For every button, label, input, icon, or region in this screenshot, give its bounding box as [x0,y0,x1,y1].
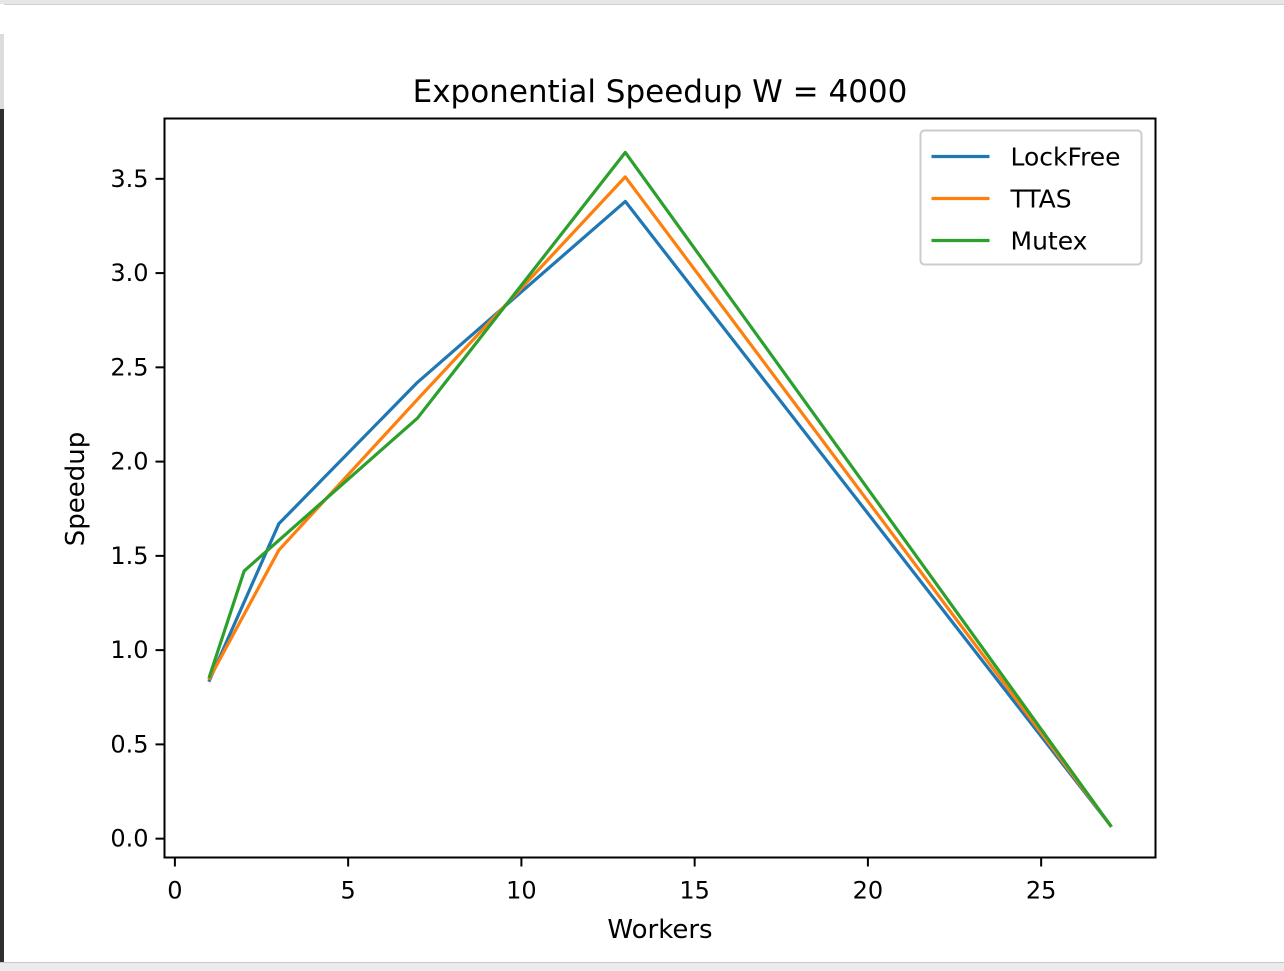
legend-label-ttas: TTAS [1010,185,1072,214]
series-line-lockfree [207,199,1113,828]
legend-box [919,129,1143,266]
y-tick-label: 3.0 [110,259,148,287]
bottom-tab-bar [0,962,1284,971]
legend-label-mutex: Mutex [1011,227,1088,256]
left-strip-dark [0,109,4,970]
y-tick-label: 1.0 [110,636,148,664]
y-tick-label: 0.5 [110,730,148,758]
window-top-edge [0,0,1284,5]
x-tick-label: 25 [1026,877,1057,905]
y-tick-label: 0.0 [110,825,148,853]
plot-frame [163,117,1157,859]
x-tick-label: 0 [167,877,182,905]
y-axis-label: Speedup [61,432,91,547]
left-strip-light [0,34,4,109]
window-left-strip [0,4,4,970]
legend: LockFree TTAS Mutex [919,129,1143,266]
x-axis-label: Workers [607,915,712,945]
chart-title: Exponential Speedup W = 4000 [413,74,908,110]
x-tick-label: 20 [853,877,884,905]
x-tick-label: 10 [506,877,537,905]
x-tick-label: 5 [341,877,356,905]
axis-ticks: 0 5 10 15 20 25 0.0 0.5 1.0 1.5 2.0 2.5 3.0 3.5 [110,165,1056,905]
y-tick-label: 3.5 [110,165,148,193]
x-tick-label: 15 [679,877,710,905]
y-tick-label: 2.0 [110,448,148,476]
y-tick-label: 1.5 [110,542,148,570]
series-lines [207,150,1113,828]
y-tick-label: 2.5 [110,353,148,381]
legend-label-lockfree: LockFree [1011,143,1121,172]
series-line-ttas [207,175,1113,828]
series-line-mutex [207,150,1113,828]
